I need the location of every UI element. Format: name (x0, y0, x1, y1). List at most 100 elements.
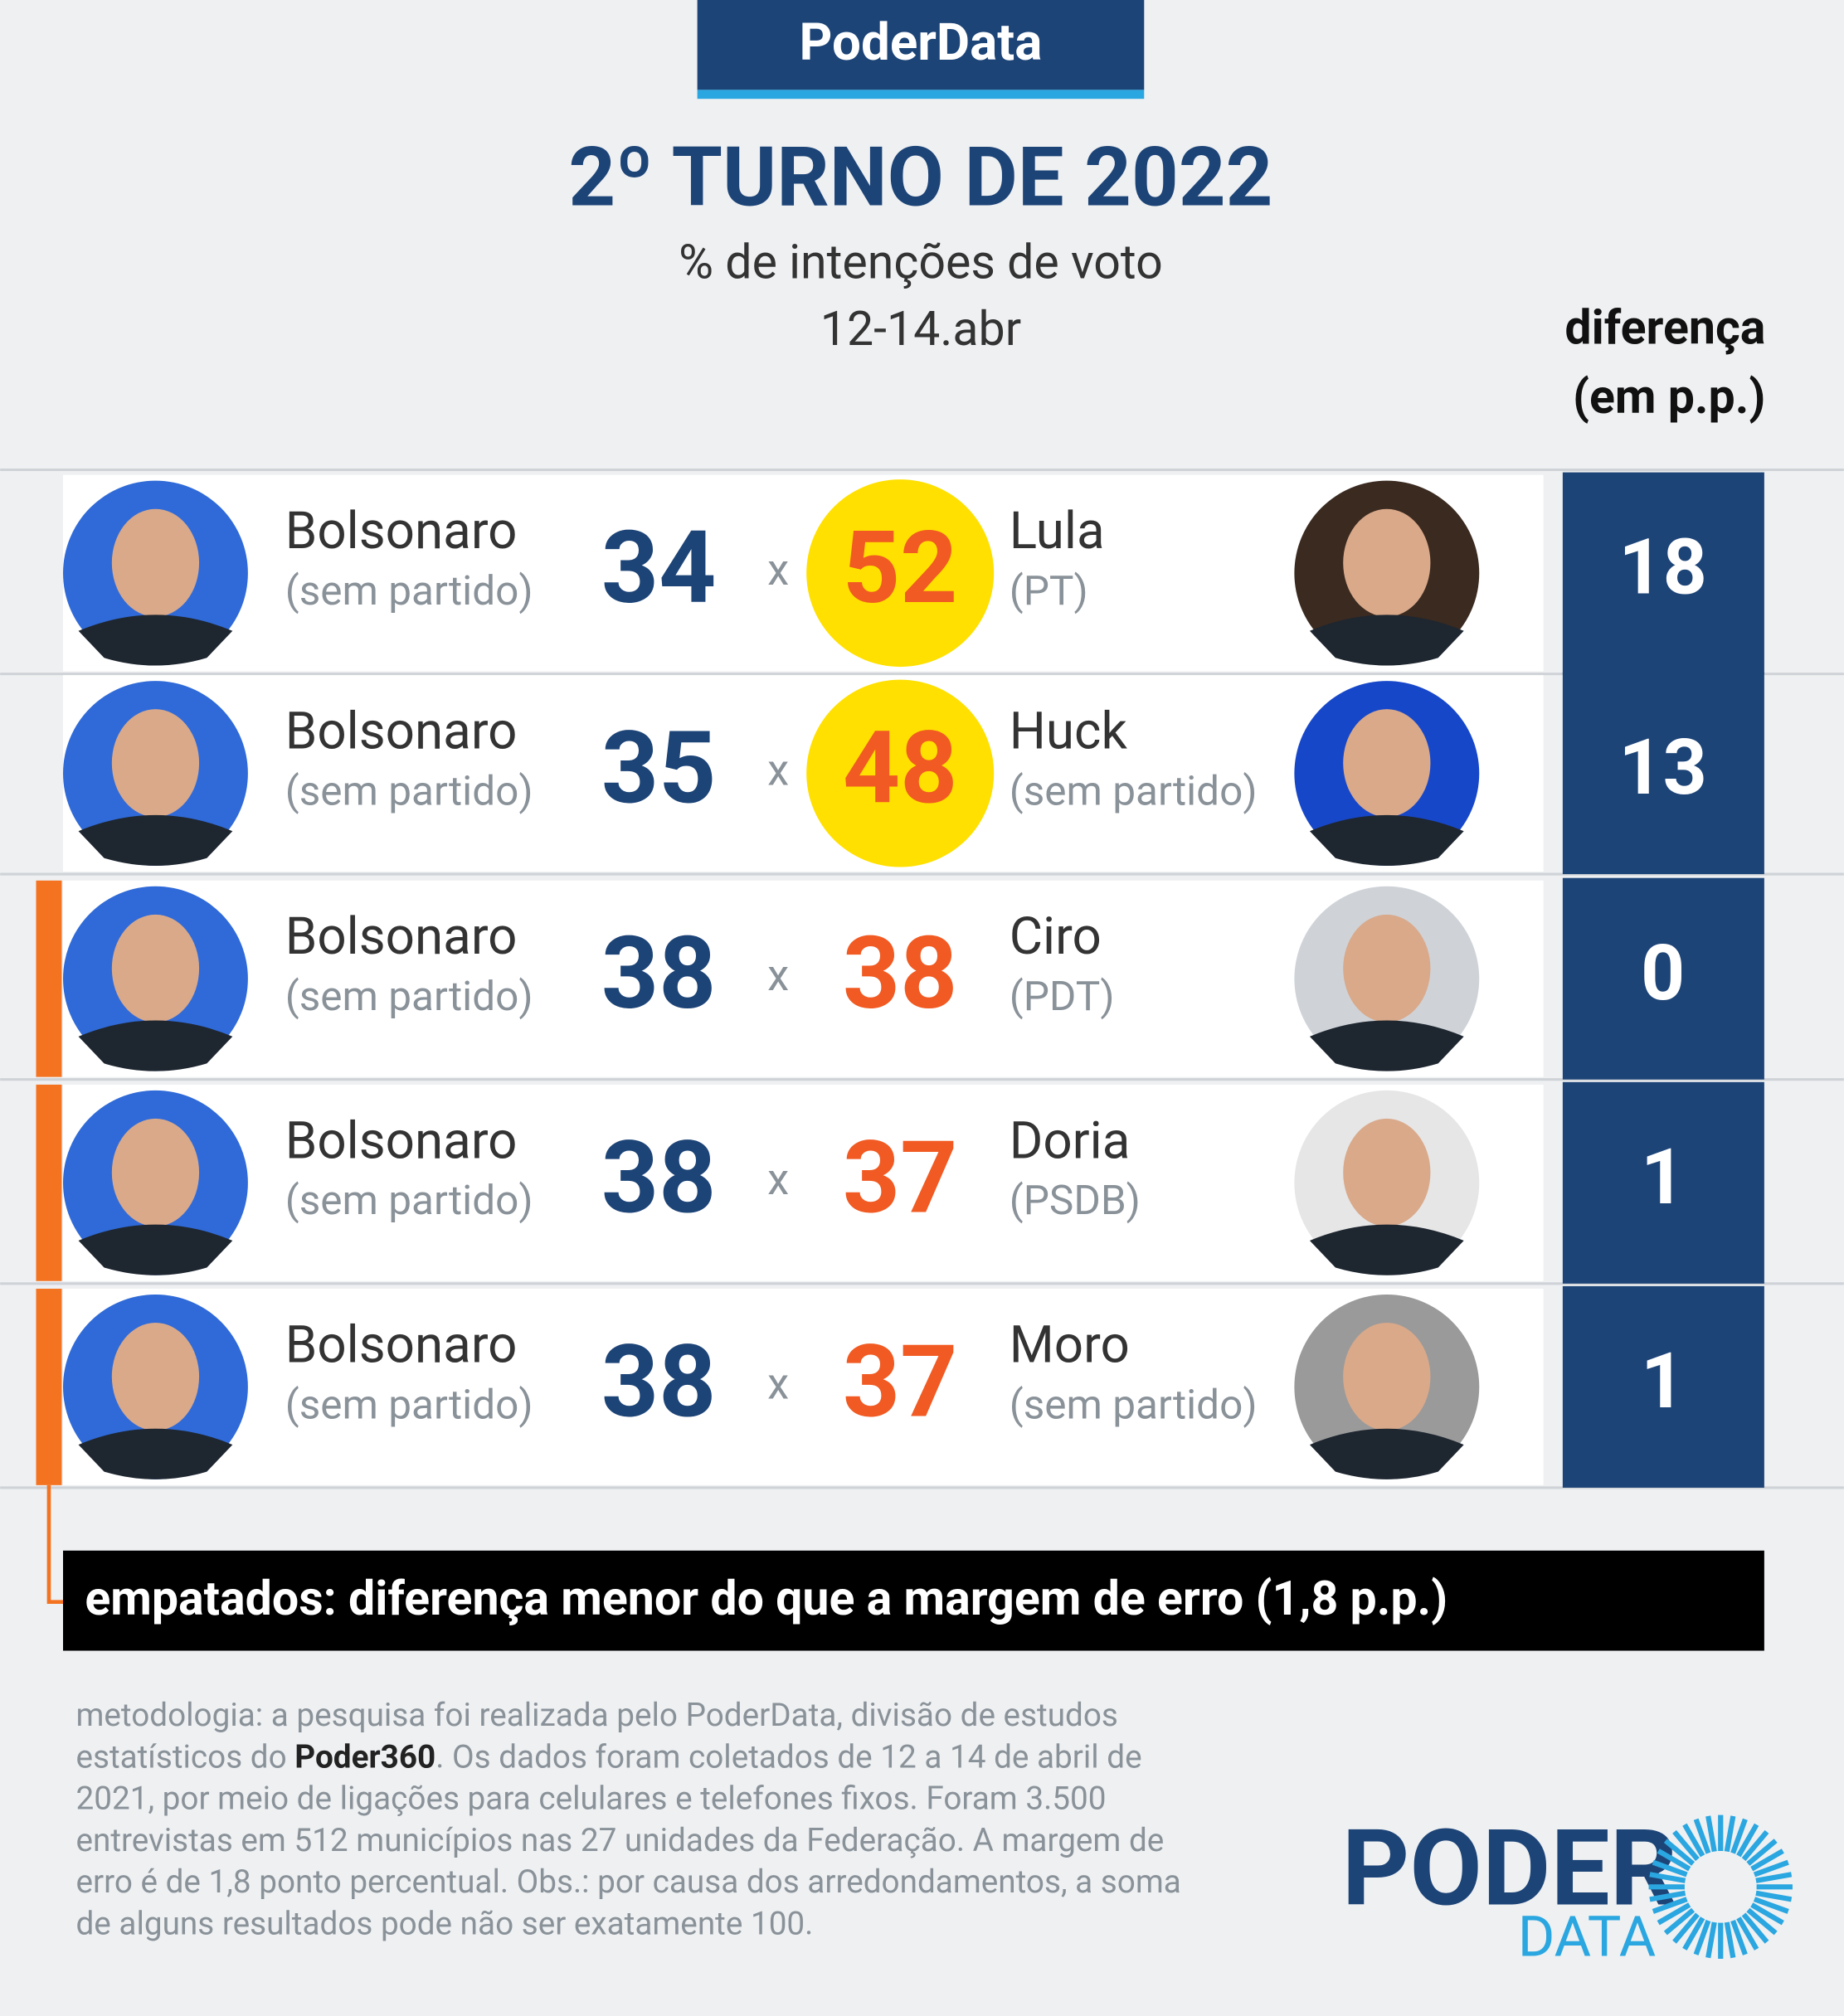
photo-body (78, 1428, 233, 1479)
photo-face (1343, 508, 1431, 617)
sun-ray (1750, 1902, 1784, 1926)
highlight (806, 479, 995, 668)
left-party: (sem partido) (285, 973, 533, 1021)
sun-ray (1755, 1890, 1793, 1902)
sun-ray (1741, 1912, 1769, 1944)
diff: 1 (1641, 1336, 1685, 1426)
methodology-line: entrevistas em 512 municípios nas 27 uni… (75, 1822, 1164, 1859)
sun-ray (1741, 1829, 1769, 1862)
methodology-line: estatísticos do Poder360. Os dados foram… (75, 1739, 1141, 1776)
highlight (806, 679, 995, 867)
separator: x (767, 544, 789, 595)
photo-face (111, 1323, 200, 1431)
diff: 0 (1641, 928, 1685, 1018)
sun-ray (1652, 1897, 1688, 1914)
sun-ray (1724, 1815, 1736, 1853)
right-party: (sem partido) (1010, 767, 1258, 815)
methodology-line: de alguns resultados pode não ser exatam… (75, 1906, 813, 1943)
methodology-text: Poder360 (294, 1739, 435, 1776)
methodology-line: erro é de 1,8 ponto percentual. Obs.: po… (75, 1863, 1180, 1901)
diff-box (1562, 673, 1764, 875)
diff-header: (em p.p.) (1573, 369, 1765, 425)
diff-box (1562, 1081, 1764, 1284)
brand-box (697, 0, 1145, 90)
photo-body (78, 1020, 233, 1071)
sun-ray (1682, 1916, 1705, 1950)
right-value: 38 (843, 916, 958, 1032)
left-value: 34 (601, 510, 717, 627)
sun-ray (1663, 1839, 1696, 1866)
sun-ray (1672, 1829, 1700, 1862)
diff-box (1562, 877, 1764, 1080)
left-name: Bolsonaro (285, 1111, 518, 1171)
left-value: 38 (601, 916, 717, 1032)
sun-ray (1672, 1912, 1700, 1944)
title: 2º TURNO DE 2022 (568, 130, 1272, 226)
diff: 1 (1641, 1132, 1685, 1222)
methodology-text: de alguns resultados pode não ser exatam… (75, 1906, 813, 1943)
left-party: (sem partido) (285, 1177, 533, 1225)
right-party: (sem partido) (1010, 1381, 1258, 1429)
right-party: (PDT) (1010, 973, 1115, 1021)
methodology-text: entrevistas em 512 municípios nas 27 uni… (75, 1822, 1164, 1859)
photo-face (1343, 914, 1431, 1023)
sun-ray (1724, 1921, 1736, 1959)
sun-ray (1663, 1907, 1696, 1936)
sun-ray (1693, 1818, 1711, 1854)
photo-face (1343, 709, 1431, 818)
left-party: (sem partido) (285, 1381, 533, 1429)
sun-ray (1753, 1859, 1789, 1878)
methodology-text: 2021, por meio de ligações para celulare… (75, 1780, 1106, 1818)
note: empatados: diferença menor do que a marg… (85, 1571, 1447, 1626)
tied-bar (36, 880, 62, 1077)
photo-face (1343, 1118, 1431, 1227)
right-value: 37 (843, 1120, 958, 1236)
photo-face (111, 508, 200, 617)
sun-ray (1652, 1859, 1688, 1878)
left-name: Bolsonaro (285, 907, 518, 967)
brand: PoderData (800, 13, 1043, 73)
diff: 13 (1618, 722, 1707, 813)
photo-body (1309, 615, 1464, 666)
right-party: (PSDB) (1010, 1177, 1141, 1225)
photo-face (1343, 1323, 1431, 1431)
right-value: 52 (843, 510, 958, 627)
diff-box (1562, 472, 1764, 674)
diff-box (1562, 1285, 1764, 1488)
date: 12-14.abr (820, 301, 1021, 357)
sun-ray (1753, 1897, 1789, 1914)
brand-stripe (697, 90, 1145, 100)
sun-ray (1736, 1916, 1759, 1950)
photo-face (111, 914, 200, 1023)
left-party: (sem partido) (285, 767, 533, 815)
note-box (63, 1550, 1764, 1651)
sun-ray (1736, 1823, 1759, 1858)
sun-ray (1649, 1890, 1686, 1902)
sun-ray (1750, 1848, 1784, 1872)
logo-top: PODER (1342, 1806, 1677, 1930)
sun-ray (1746, 1839, 1778, 1866)
photo-body (1309, 1224, 1464, 1275)
separator: x (767, 1154, 789, 1205)
left-value: 35 (601, 711, 717, 828)
tied-bar (36, 1289, 62, 1485)
photo-face (111, 1118, 200, 1227)
sun-ray (1682, 1823, 1705, 1858)
sun-ray (1755, 1872, 1793, 1883)
methodology-line: metodologia: a pesquisa foi realizada pe… (75, 1697, 1117, 1734)
sun-ray (1746, 1907, 1778, 1936)
right-value: 48 (843, 711, 958, 828)
methodology-text: . Os dados foram coletados de 12 a 14 de… (435, 1739, 1141, 1776)
photo-body (1309, 1428, 1464, 1479)
right-value: 37 (843, 1324, 958, 1440)
left-name: Bolsonaro (285, 702, 518, 761)
methodology-line: 2021, por meio de ligações para celulare… (75, 1780, 1106, 1818)
right-party: (PT) (1010, 567, 1088, 615)
sun-ray (1657, 1848, 1691, 1872)
methodology-text: estatísticos do (75, 1739, 294, 1776)
tied-connector (46, 1484, 64, 1605)
photo-face (111, 709, 200, 818)
right-name: Lula (1010, 502, 1105, 561)
